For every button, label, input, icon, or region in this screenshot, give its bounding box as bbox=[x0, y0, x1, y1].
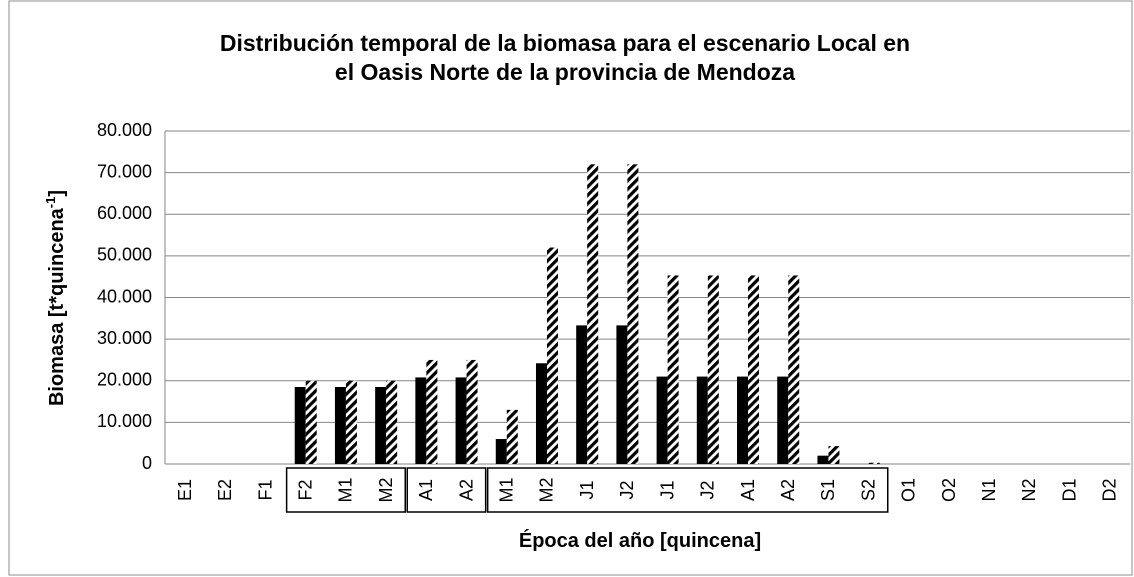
y-axis-label-text: Biomasa [t*quincena bbox=[46, 207, 68, 406]
bar bbox=[868, 462, 880, 464]
x-tick-label: E1 bbox=[175, 479, 195, 501]
bar bbox=[667, 275, 679, 464]
chart-title: Distribución temporal de la biomasa para… bbox=[220, 30, 910, 56]
y-tick-label: 80.000 bbox=[97, 120, 152, 140]
bar bbox=[426, 359, 438, 464]
x-tick-label: N2 bbox=[1019, 478, 1039, 501]
bar bbox=[386, 380, 398, 464]
x-tick-label: M2 bbox=[376, 477, 396, 502]
bar bbox=[345, 380, 357, 464]
category-group-box bbox=[285, 467, 406, 513]
bar bbox=[707, 275, 719, 464]
chart-border bbox=[8, 0, 1133, 576]
x-tick-label: M2 bbox=[537, 477, 557, 502]
x-tick-label: S1 bbox=[818, 479, 838, 501]
bar bbox=[466, 359, 478, 464]
y-axis-label-sup: -1 bbox=[43, 197, 58, 209]
x-tick-label: J2 bbox=[698, 480, 718, 499]
bar bbox=[506, 409, 518, 464]
x-tick-label: J1 bbox=[577, 480, 597, 499]
bar bbox=[375, 386, 387, 464]
x-tick-label: M1 bbox=[336, 477, 356, 502]
x-tick-label: F1 bbox=[255, 479, 275, 500]
y-tick-label: 20.000 bbox=[97, 370, 152, 390]
x-tick-label: O2 bbox=[939, 478, 959, 502]
x-tick-label: E2 bbox=[215, 479, 235, 501]
bar bbox=[294, 386, 306, 464]
bar bbox=[817, 455, 829, 464]
bar bbox=[455, 377, 467, 464]
x-tick-label: S2 bbox=[858, 479, 878, 501]
x-tick-label: M1 bbox=[497, 477, 517, 502]
x-tick-label: A1 bbox=[416, 479, 436, 501]
category-group-box bbox=[406, 467, 487, 513]
bar bbox=[748, 275, 760, 464]
x-tick-label: A1 bbox=[738, 479, 758, 501]
bar bbox=[627, 164, 639, 465]
x-tick-label: D2 bbox=[1100, 478, 1120, 501]
bar bbox=[587, 164, 599, 465]
x-tick-label: F2 bbox=[295, 479, 315, 500]
y-tick-label: 10.000 bbox=[97, 411, 152, 431]
y-axis-label: Biomasa [t*quincena-1] bbox=[43, 190, 68, 406]
y-tick-label: 60.000 bbox=[97, 203, 152, 223]
chart-title: el Oasis Norte de la provincia de Mendoz… bbox=[335, 59, 795, 85]
y-tick-label: 0 bbox=[142, 453, 152, 473]
bar bbox=[696, 376, 708, 464]
bar bbox=[576, 325, 588, 464]
x-tick-label: D1 bbox=[1059, 478, 1079, 501]
y-tick-label: 30.000 bbox=[97, 328, 152, 348]
bar bbox=[616, 325, 628, 464]
bar bbox=[828, 446, 840, 464]
y-tick-label: 40.000 bbox=[97, 286, 152, 306]
bar bbox=[305, 380, 317, 464]
x-tick-label: A2 bbox=[778, 479, 798, 501]
bar bbox=[495, 439, 507, 464]
x-tick-label: O1 bbox=[899, 478, 919, 502]
bar bbox=[546, 247, 558, 464]
y-axis-label-end: ] bbox=[46, 190, 68, 197]
x-tick-label: J2 bbox=[617, 480, 637, 499]
x-tick-label: N1 bbox=[979, 478, 999, 501]
x-tick-label: J1 bbox=[657, 480, 677, 499]
bar bbox=[535, 363, 547, 464]
bar bbox=[788, 275, 800, 464]
x-tick-label: A2 bbox=[456, 479, 476, 501]
bar bbox=[737, 376, 749, 464]
bar bbox=[656, 376, 668, 464]
bar bbox=[334, 386, 346, 464]
y-tick-label: 50.000 bbox=[97, 245, 152, 265]
bar bbox=[777, 376, 789, 464]
y-tick-label: 70.000 bbox=[97, 161, 152, 181]
x-axis-label: Época del año [quincena] bbox=[519, 529, 761, 552]
bar bbox=[415, 377, 427, 464]
category-group-box bbox=[486, 467, 889, 513]
